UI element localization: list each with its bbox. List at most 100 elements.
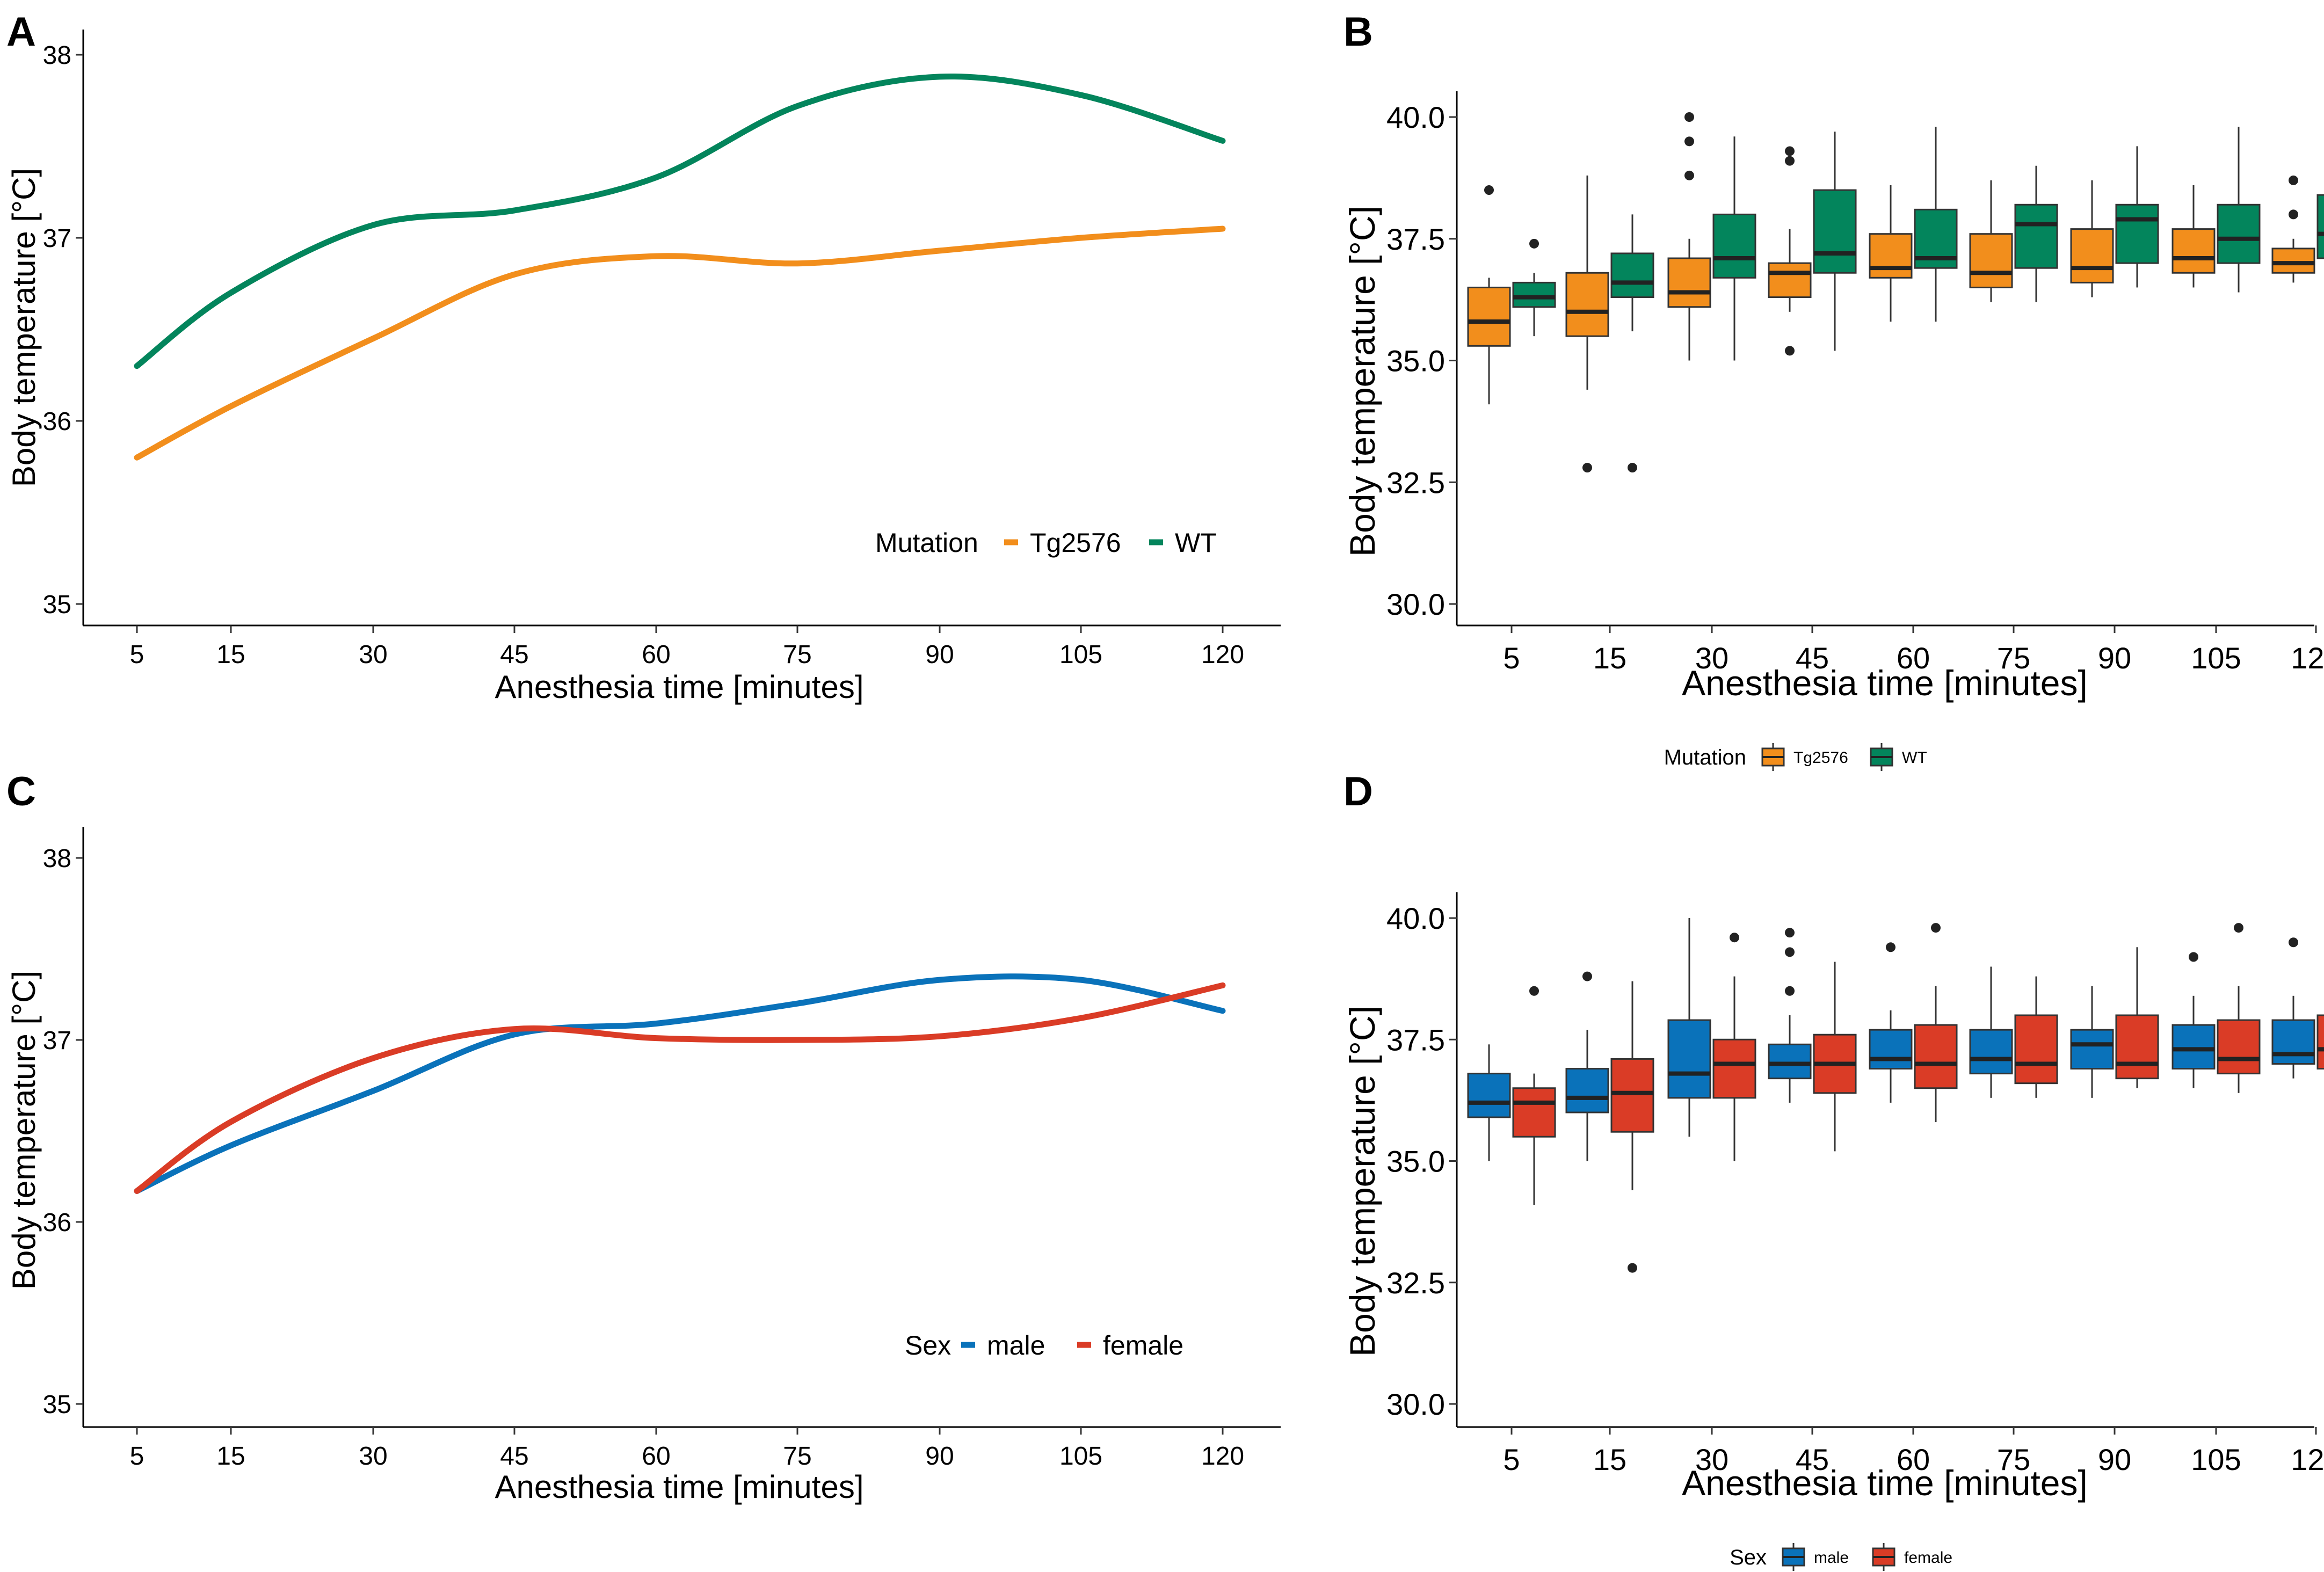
legend-label: Tg2576 <box>1030 528 1121 558</box>
x-tick-label: 105 <box>1059 1442 1102 1471</box>
box-iqr <box>1969 233 2013 288</box>
x-tick-label: 60 <box>1897 1443 1930 1476</box>
box-iqr <box>2014 203 2058 269</box>
box-iqr <box>2271 248 2315 274</box>
legend: Mutation Tg2576 WT <box>875 528 1217 558</box>
box-iqr <box>1869 233 1913 279</box>
outlier-point <box>1785 947 1795 957</box>
box-wt <box>1512 238 1556 337</box>
panel-d: D 30.0 32.5 35.0 37.5 40.0 5 15 30 45 60 75 90 105 120… <box>1342 769 2324 1571</box>
box-iqr <box>2115 1014 2159 1080</box>
legend-title: Mutation <box>1664 746 1746 769</box>
box-iqr <box>2217 203 2261 264</box>
box-wt <box>2217 127 2261 293</box>
box-iqr <box>1610 1058 1654 1133</box>
legend-key-tg2576 <box>1761 743 1785 771</box>
x-tick-label: 45 <box>1796 1443 1829 1476</box>
outlier-point <box>1785 986 1795 996</box>
box-iqr <box>1565 272 1609 337</box>
box-wt <box>1914 127 1958 322</box>
outlier-point <box>1529 238 1539 249</box>
x-tick-label: 5 <box>130 1442 144 1471</box>
outlier-point <box>1785 156 1795 166</box>
box-iqr <box>1869 1029 1913 1070</box>
x-tick-label: 45 <box>500 1442 528 1471</box>
x-tick-label: 120 <box>2291 641 2324 675</box>
legend: Sex male female <box>905 1330 1183 1360</box>
x-tick-label: 15 <box>216 641 245 669</box>
box-male <box>2172 952 2216 1088</box>
box-wt <box>2115 146 2159 288</box>
box-iqr <box>1969 1029 2013 1075</box>
box-iqr <box>2115 203 2159 264</box>
box-female <box>1813 962 1857 1152</box>
x-tick-label: 105 <box>2191 641 2241 675</box>
box-iqr <box>2316 1014 2324 1070</box>
panel-c: C 5 15 30 45 60 75 90 105 120 35 36 37 38 Anesthesia t… <box>6 769 1281 1505</box>
x-tick-label: 15 <box>1593 1443 1626 1476</box>
box-female <box>1610 981 1654 1273</box>
x-tick-label: 120 <box>1201 1442 1244 1471</box>
y-tick-label: 37.5 <box>1386 1023 1445 1057</box>
y-tick-label: 35.0 <box>1386 344 1445 378</box>
x-tick-label: 105 <box>2191 1443 2241 1476</box>
series-line-tg2576 <box>134 225 1226 461</box>
box-female <box>1914 923 1958 1123</box>
x-tick-label: 30 <box>359 641 387 669</box>
box-tg2576 <box>1969 180 2013 302</box>
y-tick-label: 35 <box>43 1391 71 1419</box>
x-tick-label: 75 <box>1997 641 2030 675</box>
box-tg2576 <box>1768 146 1812 356</box>
y-axis-title: Body temperature [°C] <box>6 971 42 1290</box>
box-tg2576 <box>1467 185 1511 405</box>
legend-title: Mutation <box>875 528 978 558</box>
panel-letter: C <box>6 769 36 814</box>
legend-title: Sex <box>1730 1546 1767 1569</box>
box-female <box>2115 947 2159 1088</box>
box-wt <box>1712 136 1756 361</box>
y-tick-label: 36 <box>43 1209 71 1237</box>
box-iqr <box>2070 1029 2114 1070</box>
x-tick-label: 90 <box>925 1442 954 1471</box>
box-iqr <box>1712 1038 1756 1099</box>
box-iqr <box>1914 1024 1958 1089</box>
box-tg2576 <box>2172 185 2216 288</box>
outlier-point <box>1785 346 1795 356</box>
y-axis-title: Body temperature [°C] <box>6 168 42 487</box>
y-tick-label: 35 <box>43 591 71 619</box>
x-tick-label: 60 <box>642 641 670 669</box>
box-wt <box>2014 165 2058 302</box>
outlier-point <box>2289 209 2298 220</box>
panel-a: A 5 15 30 45 60 75 90 105 120 35 36 37 38 Anesthesia t… <box>6 9 1281 705</box>
y-tick-label: 37 <box>43 224 71 253</box>
x-tick-label: 15 <box>216 1442 245 1471</box>
legend-key-female <box>1872 1543 1895 1571</box>
y-tick-label: 32.5 <box>1386 465 1445 499</box>
x-tick-label: 30 <box>1695 1443 1729 1476</box>
legend-key-wt <box>1870 743 1893 771</box>
outlier-point <box>1886 942 1895 952</box>
box-male <box>2070 986 2114 1098</box>
x-tick-label: 90 <box>2098 1443 2131 1476</box>
y-axis-title: Body temperature [°C] <box>1342 206 1382 557</box>
box-iqr <box>1712 213 1756 279</box>
y-tick-label: 40.0 <box>1386 100 1445 134</box>
box-male <box>1869 942 1913 1103</box>
box-iqr <box>2172 1024 2216 1070</box>
box-female <box>1512 986 1556 1205</box>
box-iqr <box>1512 1087 1556 1138</box>
outlier-point <box>1684 136 1694 147</box>
box-iqr <box>2070 228 2114 283</box>
legend-label: female <box>1103 1330 1183 1360</box>
outlier-point <box>1730 933 1739 943</box>
x-tick-label: 30 <box>1695 641 1729 675</box>
box-wt <box>1813 132 1857 351</box>
box-wt <box>2316 194 2324 259</box>
box-iqr <box>1512 281 1556 308</box>
box-male <box>2271 937 2315 1079</box>
outlier-point <box>1582 971 1592 981</box>
x-tick-label: 120 <box>2291 1443 2324 1476</box>
outlier-point <box>1785 146 1795 156</box>
box-wt <box>1610 214 1654 473</box>
